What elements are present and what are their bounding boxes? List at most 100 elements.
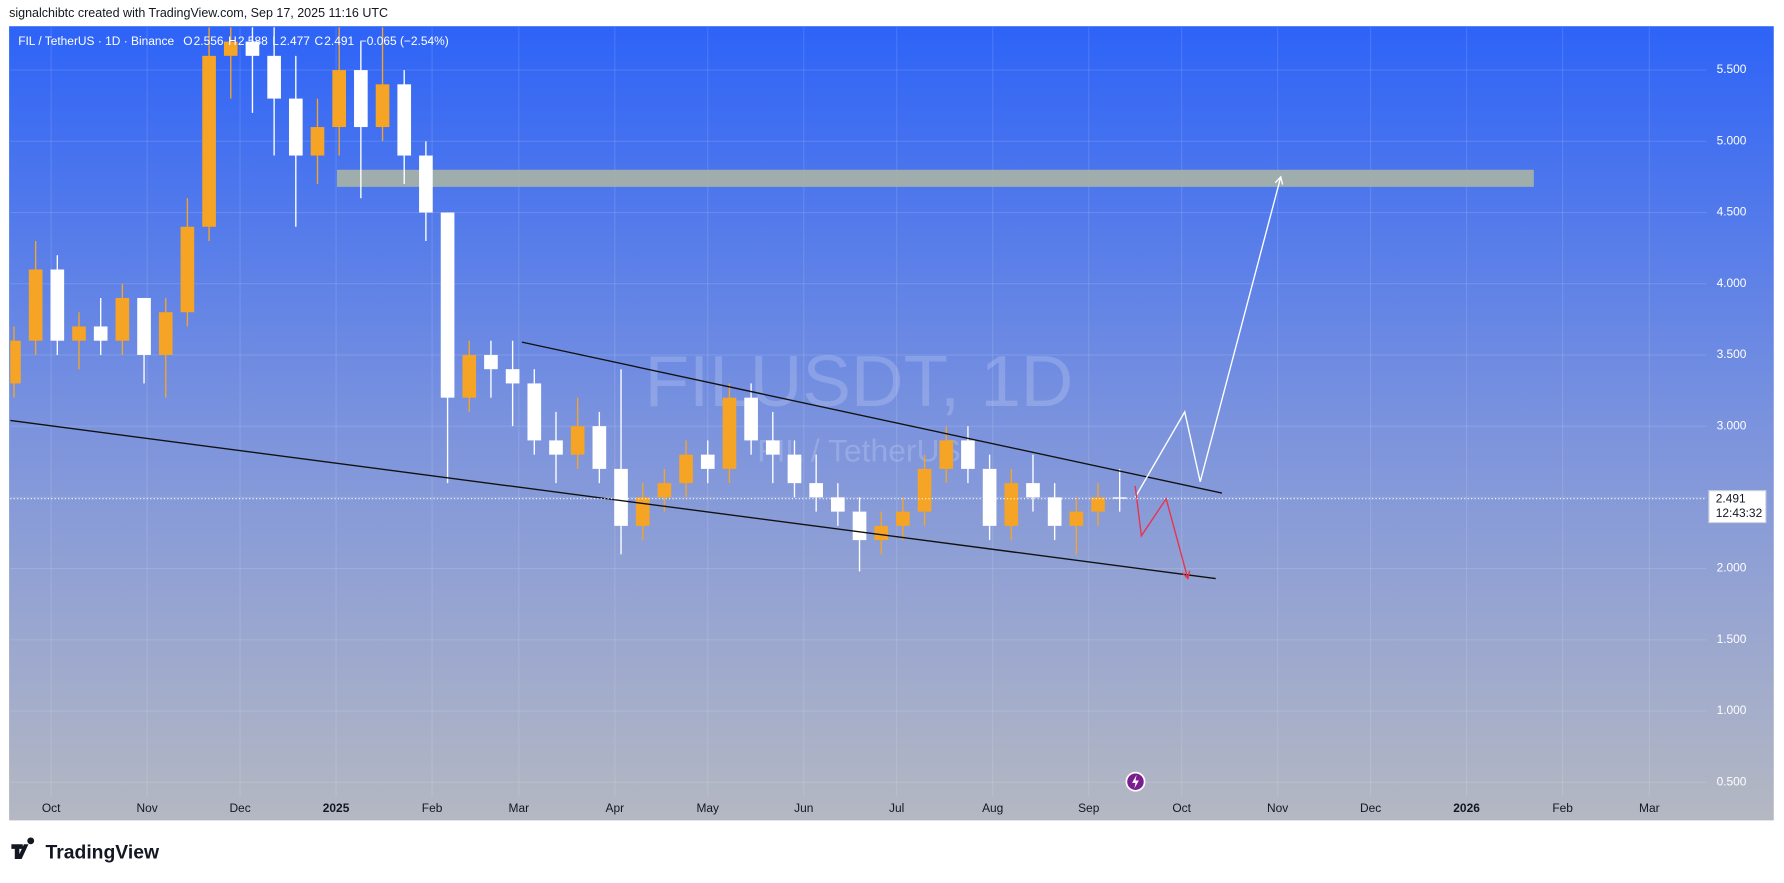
x-tick-label: Oct: [1172, 801, 1191, 815]
projection-path: [1134, 485, 1189, 579]
watermark: FILUSDT, 1D: [645, 341, 1074, 422]
candle-body: [158, 312, 173, 355]
candle-body: [635, 497, 650, 526]
x-tick-label: Nov: [1267, 801, 1288, 815]
y-tick-label: 3.500: [1717, 347, 1747, 361]
logo-text: TradingView: [46, 841, 160, 863]
candle-body: [245, 41, 260, 56]
x-tick-label: Dec: [1360, 801, 1381, 815]
candle-body: [484, 354, 498, 370]
candle-body: [961, 440, 975, 469]
candle-body: [592, 426, 607, 469]
y-tick-label: 4.500: [1717, 205, 1747, 219]
candle-body: [267, 55, 281, 99]
y-tick-label: 0.500: [1717, 774, 1747, 788]
x-tick-label: Oct: [42, 801, 61, 815]
change: −0.065 (−2.54%): [360, 34, 449, 48]
candle-body: [1004, 483, 1019, 526]
y-tick-label: 5.500: [1717, 62, 1747, 76]
y-tick-label: 3.000: [1717, 418, 1747, 432]
ohlc-value: 2.491: [324, 34, 354, 48]
candle-body: [549, 440, 563, 455]
candle-body: [10, 340, 21, 384]
x-tick-label: Feb: [422, 801, 443, 815]
candle-body: [982, 468, 997, 526]
candle-body: [765, 440, 780, 455]
ohlc-value: 2.556: [194, 34, 224, 48]
candle-body: [462, 354, 477, 398]
ohlc-label: H: [228, 34, 237, 48]
candle-body: [939, 440, 954, 469]
x-tick-label: Sep: [1078, 801, 1100, 815]
last-price-box: [1708, 490, 1767, 524]
candle-body: [137, 297, 151, 355]
candle-body: [115, 297, 130, 341]
candle-body: [570, 426, 585, 455]
x-tick-label: Aug: [982, 801, 1003, 815]
candle-body: [1112, 497, 1127, 499]
ohlc-label: O: [183, 34, 192, 48]
ohlc-value: 2.588: [238, 34, 268, 48]
chart-background: [9, 26, 1774, 821]
x-tick-label: Apr: [606, 801, 625, 815]
plot: [10, 27, 1534, 580]
y-tick-label: 4.000: [1717, 276, 1747, 290]
arrow-head: [1181, 570, 1191, 580]
ohlc-label: L: [272, 34, 279, 48]
candle-body: [744, 397, 758, 441]
candle-body: [852, 511, 867, 541]
candle-body: [874, 525, 889, 541]
candle-body: [679, 454, 693, 484]
candle-body: [1047, 497, 1062, 526]
footer-logo: TradingView: [11, 837, 160, 863]
candle-body: [896, 511, 910, 526]
candle-body: [505, 369, 520, 384]
candle-body: [787, 454, 802, 484]
candle-body: [28, 269, 43, 341]
candle-body: [527, 383, 542, 441]
x-tick-label: 2025: [323, 801, 350, 815]
target-zone: [337, 169, 1534, 187]
candle-body: [72, 326, 86, 341]
x-tick-label: Jul: [889, 801, 904, 815]
candle-body: [831, 497, 845, 512]
x-tick-label: Mar: [1639, 801, 1660, 815]
trend-line: [10, 419, 1216, 580]
x-tick-label: May: [696, 801, 719, 815]
candle-body: [202, 55, 216, 227]
candle-body: [917, 468, 932, 512]
arrow-head: [1274, 175, 1284, 185]
y-tick-label: 5.000: [1717, 133, 1747, 147]
candle-body: [1091, 497, 1105, 512]
axes: 0.5001.0001.5002.0002.5003.0003.5004.000…: [10, 62, 1767, 815]
candle-body: [375, 84, 390, 128]
candle-body: [310, 127, 325, 156]
y-tick-label: 1.500: [1717, 632, 1747, 646]
candle-body: [440, 212, 455, 398]
candle-body: [288, 98, 303, 156]
x-tick-label: Feb: [1552, 801, 1573, 815]
candle-body: [397, 84, 412, 156]
candle-body: [1026, 483, 1040, 498]
ohlc-label: C: [314, 34, 323, 48]
ohlc-value: 2.477: [280, 34, 310, 48]
y-tick-label: 1.000: [1717, 703, 1747, 717]
grid: [10, 27, 1707, 797]
last-price-label: 2.491: [1716, 491, 1746, 505]
candle-body: [700, 454, 715, 469]
y-tick-label: 2.000: [1717, 561, 1747, 575]
candle-body: [93, 326, 108, 341]
candle-body: [809, 483, 823, 498]
countdown: 12:43:32: [1716, 506, 1763, 520]
candle-body: [722, 397, 737, 469]
event-icon-bolt: [1132, 774, 1139, 789]
candle-body: [657, 483, 672, 498]
x-tick-label: Jun: [794, 801, 813, 815]
candle-body: [180, 226, 195, 313]
projection-path: [1134, 176, 1282, 498]
trend-line: [521, 341, 1223, 494]
candle-body: [419, 155, 433, 213]
candle-body: [614, 468, 628, 526]
